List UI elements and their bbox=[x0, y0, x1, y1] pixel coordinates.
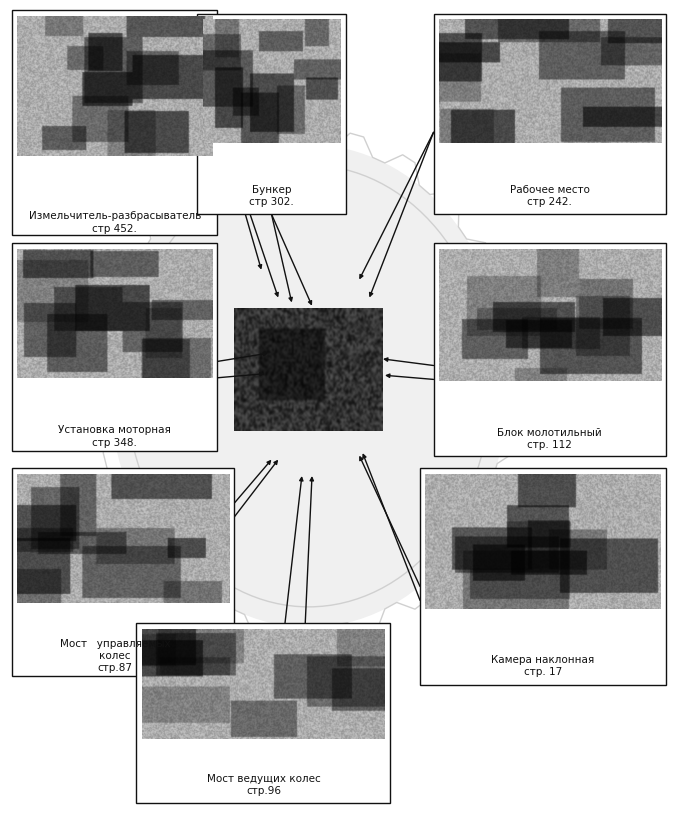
Bar bbox=[12, 10, 218, 235]
Circle shape bbox=[109, 144, 508, 627]
Bar bbox=[197, 14, 346, 214]
Bar bbox=[420, 468, 666, 685]
Text: Мост   управляемых
колес
стр.87: Мост управляемых колес стр.87 bbox=[60, 639, 170, 673]
Bar bbox=[12, 468, 235, 677]
Text: Установка моторная
стр 348.: Установка моторная стр 348. bbox=[58, 425, 172, 448]
Text: Рабочее место
стр 242.: Рабочее место стр 242. bbox=[510, 185, 590, 208]
Text: Блок молотильный
стр. 112: Блок молотильный стр. 112 bbox=[497, 428, 602, 451]
Text: Камера наклонная
стр. 17: Камера наклонная стр. 17 bbox=[492, 654, 595, 677]
Bar bbox=[433, 14, 666, 214]
Text: Мост ведущих колес
стр.96: Мост ведущих колес стр.96 bbox=[207, 774, 320, 796]
Bar bbox=[433, 243, 666, 456]
Text: Бункер
стр 302.: Бункер стр 302. bbox=[249, 185, 294, 208]
Bar bbox=[136, 623, 390, 803]
Text: Измельчитель-разбрасыватель
стр 452.: Измельчитель-разбрасыватель стр 452. bbox=[28, 211, 201, 233]
Bar bbox=[12, 243, 218, 452]
